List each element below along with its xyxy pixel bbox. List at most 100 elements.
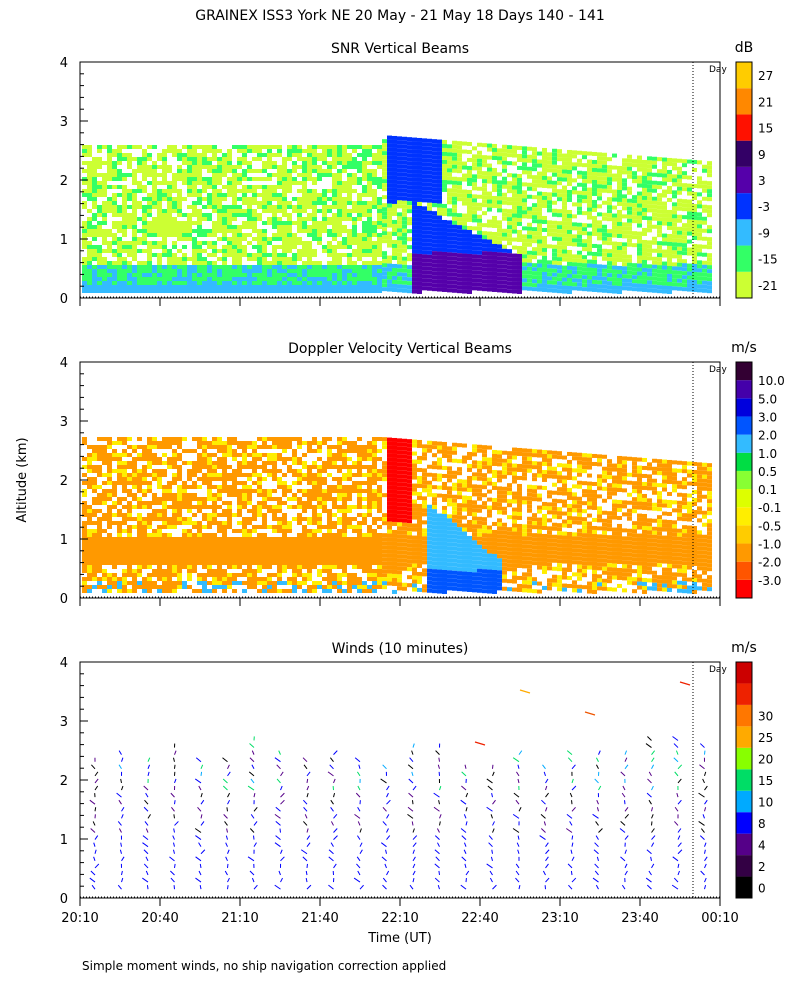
snr-cell — [312, 201, 317, 205]
doppler-cell — [142, 557, 147, 561]
snr-cell — [92, 193, 97, 197]
doppler-cell — [222, 545, 227, 549]
snr-cell — [517, 146, 522, 150]
doppler-cell — [192, 521, 197, 525]
snr-cell — [377, 149, 382, 153]
snr-cell — [217, 277, 222, 281]
snr-cell — [362, 285, 367, 289]
snr-cell — [472, 246, 477, 250]
doppler-cell — [217, 449, 222, 453]
snr-cell — [587, 224, 592, 228]
snr-cell — [537, 280, 542, 284]
snr-cell — [367, 177, 372, 181]
snr-cell — [592, 280, 597, 284]
snr-cell — [237, 257, 242, 261]
snr-cell — [242, 265, 247, 269]
snr-cell — [257, 265, 262, 269]
snr-cell — [242, 149, 247, 153]
snr-cell — [132, 269, 137, 273]
doppler-cell — [142, 457, 147, 461]
snr-cell — [137, 289, 142, 293]
snr-cell — [297, 189, 302, 193]
snr-cell — [207, 157, 212, 161]
doppler-cell — [242, 453, 247, 457]
doppler-cell — [82, 509, 87, 513]
snr-cell — [487, 248, 492, 252]
doppler-cell — [112, 545, 117, 549]
snr-cell — [402, 197, 407, 201]
snr-cell — [427, 235, 432, 239]
doppler-cell — [217, 545, 222, 549]
snr-cell — [122, 245, 127, 249]
snr-cell — [142, 237, 147, 241]
snr-cell — [647, 268, 652, 272]
snr-cell — [617, 290, 622, 294]
snr-cell — [247, 233, 252, 237]
snr-cell — [597, 224, 602, 228]
snr-cell — [467, 198, 472, 202]
snr-cell — [577, 223, 582, 227]
snr-cell — [147, 265, 152, 269]
snr-cell — [372, 161, 377, 165]
snr-cell — [682, 159, 687, 163]
snr-cell — [682, 215, 687, 219]
snr-cell — [197, 233, 202, 237]
snr-cell — [437, 188, 442, 192]
snr-cell — [362, 289, 367, 293]
doppler-cell — [142, 493, 147, 497]
snr-cell — [402, 249, 407, 253]
snr-cell — [267, 273, 272, 277]
snr-cell — [282, 261, 287, 265]
snr-cell — [352, 177, 357, 181]
snr-cell — [522, 194, 527, 198]
doppler-cell — [267, 537, 272, 541]
snr-cell — [517, 254, 522, 258]
snr-cell — [127, 221, 132, 225]
snr-cell — [512, 238, 517, 242]
snr-cell — [397, 164, 402, 168]
snr-cell — [427, 267, 432, 271]
snr-cell — [582, 155, 587, 159]
snr-cell — [492, 144, 497, 148]
snr-cell — [162, 253, 167, 257]
snr-cell — [87, 209, 92, 213]
snr-cell — [267, 269, 272, 273]
snr-cell — [507, 285, 512, 289]
doppler-cell — [187, 533, 192, 537]
snr-cell — [102, 161, 107, 165]
snr-cell — [422, 230, 427, 234]
snr-cell — [382, 187, 387, 191]
snr-cell — [467, 142, 472, 146]
snr-cell — [177, 277, 182, 281]
snr-cell — [257, 285, 262, 289]
snr-cell — [312, 273, 317, 277]
snr-cell — [687, 280, 692, 284]
snr-cell — [302, 181, 307, 185]
snr-cell — [397, 176, 402, 180]
snr-cell — [557, 249, 562, 253]
snr-cell — [382, 287, 387, 291]
doppler-cell — [142, 537, 147, 541]
doppler-cell — [242, 493, 247, 497]
snr-cell — [567, 154, 572, 158]
snr-cell — [282, 229, 287, 233]
snr-cell — [477, 239, 482, 243]
snr-cell — [272, 221, 277, 225]
snr-cell — [82, 229, 87, 233]
snr-cell — [342, 273, 347, 277]
snr-cell — [502, 161, 507, 165]
doppler-cell — [152, 453, 157, 457]
doppler-cell — [192, 557, 197, 561]
snr-cell — [392, 244, 397, 248]
snr-cell — [687, 228, 692, 232]
snr-cell — [562, 246, 567, 250]
snr-cell — [602, 181, 607, 185]
snr-cell — [612, 250, 617, 254]
snr-cell — [567, 162, 572, 166]
snr-cell — [472, 286, 477, 290]
doppler-cell — [162, 441, 167, 445]
snr-cell — [702, 289, 707, 293]
snr-cell — [127, 269, 132, 273]
snr-cell — [557, 281, 562, 285]
doppler-cell — [237, 465, 242, 469]
